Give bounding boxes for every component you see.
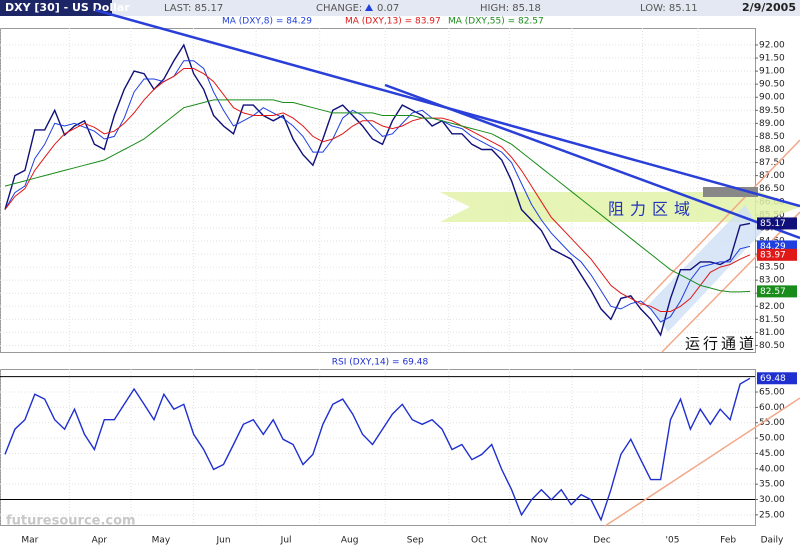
y-tick-label: 91.00	[759, 67, 785, 77]
resistance-label: 阻力区域	[608, 200, 696, 219]
y-tick-label: 45.00	[759, 449, 785, 459]
x-tick-label: Mar	[21, 536, 38, 546]
x-tick-label: Dec	[593, 536, 610, 546]
value-tag	[757, 372, 797, 385]
series-line	[4, 377, 751, 522]
x-tick-label: Oct	[471, 536, 487, 546]
value-tag	[757, 285, 797, 298]
y-tick-label: 81.50	[759, 315, 785, 325]
ma-line	[4, 68, 751, 312]
value-tag-label: 85.17	[760, 219, 786, 229]
y-tick-label: 50.00	[759, 434, 785, 444]
y-tick-label: 87.00	[759, 171, 785, 181]
x-tick-label: May	[152, 536, 171, 546]
y-tick-label: 83.00	[759, 276, 785, 286]
channel-label: 运行通道	[685, 335, 757, 353]
y-tick-label: 82.00	[759, 302, 785, 312]
last: LAST: 85.17	[164, 3, 223, 14]
y-tick-label: 88.50	[759, 132, 785, 142]
y-tick-label: 25.00	[759, 510, 785, 520]
x-tick-label: Nov	[531, 536, 549, 546]
channel-fill	[648, 205, 762, 332]
x-tick-label: Apr	[92, 536, 108, 546]
resistance-zone	[440, 192, 800, 222]
y-tick-label: 35.00	[759, 480, 785, 490]
rsi-title: RSI (DXY,14) = 69.48	[332, 358, 429, 368]
ma-line	[4, 99, 751, 293]
y-tick-label: 88.00	[759, 145, 785, 155]
value-tag-label: 69.48	[760, 374, 786, 384]
legend-entry: MA (DXY,8) = 84.29	[222, 17, 312, 27]
trendline	[384, 83, 800, 240]
up-arrow	[365, 4, 373, 11]
header-bar	[0, 0, 800, 16]
y-tick-label: 80.50	[759, 341, 785, 351]
y-tick-label: 91.50	[759, 54, 785, 64]
y-tick-label: 65.00	[759, 388, 785, 398]
change-value: 0.07	[377, 3, 399, 14]
series-line	[4, 43, 751, 337]
y-tick-label: 55.00	[759, 418, 785, 428]
rsi-trendline	[604, 397, 800, 527]
watermark: futuresource.com	[6, 514, 136, 529]
x-tick-label: '05	[666, 536, 680, 546]
y-tick-label: 40.00	[759, 464, 785, 474]
x-tick-label: Aug	[341, 536, 359, 546]
y-tick-label: 86.50	[759, 184, 785, 194]
value-tag-label: 82.57	[760, 287, 786, 297]
data-layer	[4, 43, 751, 522]
x-tick-label: Feb	[720, 536, 736, 546]
value-tag	[757, 248, 797, 261]
ma-line	[4, 60, 751, 323]
y-tick-label: 81.00	[759, 328, 785, 338]
y-tick-label: 89.50	[759, 106, 785, 116]
date: 2/9/2005	[742, 1, 796, 14]
low: LOW: 85.11	[640, 3, 698, 14]
y-tick-label: 87.50	[759, 158, 785, 168]
y-tick-label: 30.00	[759, 495, 785, 505]
legend-entry: MA (DXY,13) = 83.97	[345, 17, 441, 27]
legend-entry: MA (DXY,55) = 82.57	[448, 17, 544, 27]
x-tick-label: Jun	[216, 536, 231, 546]
y-tick-label: 90.00	[759, 93, 785, 103]
y-tick-label: 60.00	[759, 403, 785, 413]
grid-layer: 80.5081.0081.5082.0082.5083.0083.5084.00…	[0, 28, 785, 546]
x-tick-label: Sep	[407, 536, 424, 546]
value-tag	[757, 217, 797, 230]
grey-box	[703, 187, 758, 197]
channel-lower	[661, 211, 800, 353]
value-tag-label: 84.29	[760, 242, 786, 252]
y-tick-label: 92.00	[759, 40, 785, 50]
value-tag-label: 83.97	[760, 250, 786, 260]
high: HIGH: 85.18	[480, 3, 541, 14]
channel-upper	[639, 139, 800, 307]
y-tick-label: 83.50	[759, 263, 785, 273]
symbol: DXY [30] - US Dollar	[5, 1, 130, 14]
x-tick-label: Jul	[280, 536, 292, 546]
y-tick-label: 89.00	[759, 119, 785, 129]
y-tick-label: 90.50	[759, 80, 785, 90]
rsi-panel	[0, 369, 756, 526]
x-axis-label: Daily	[761, 536, 784, 546]
change-label: CHANGE:	[316, 3, 362, 14]
symbol-box	[0, 0, 112, 16]
